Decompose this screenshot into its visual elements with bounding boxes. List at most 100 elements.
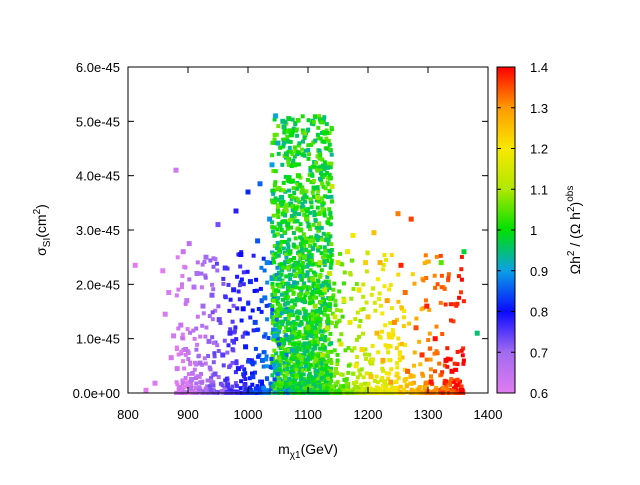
- cloud-point: [275, 246, 279, 251]
- cloud-point: [313, 373, 318, 378]
- cloud-point: [418, 362, 423, 367]
- cloud-point: [272, 233, 277, 238]
- scatter-point: [173, 167, 179, 173]
- cloud-point: [317, 212, 322, 216]
- cloud-point: [288, 341, 292, 346]
- cloud-point: [282, 330, 287, 334]
- cloud-point: [359, 383, 364, 388]
- cloud-point: [248, 315, 253, 320]
- cloud-point: [270, 220, 275, 225]
- cloud-point: [308, 268, 313, 273]
- cloud-point: [271, 354, 276, 359]
- scatter-point: [304, 216, 310, 222]
- cloud-point: [316, 311, 320, 316]
- cloud-point: [194, 326, 199, 331]
- cloud-point: [307, 371, 312, 376]
- cloud-point: [211, 264, 216, 269]
- cloud-point: [326, 376, 331, 381]
- cloud-point: [301, 346, 306, 351]
- cloud-point: [325, 359, 330, 364]
- cloud-point: [292, 263, 297, 268]
- cloud-point: [273, 323, 278, 328]
- cloud-point: [324, 136, 329, 141]
- cloud-point: [448, 357, 453, 362]
- cloud-point: [294, 355, 299, 360]
- cloud-point: [329, 366, 334, 371]
- cloud-point: [321, 130, 326, 135]
- cloud-point: [384, 383, 389, 388]
- cloud-point: [180, 378, 185, 383]
- scatter-point: [454, 382, 460, 388]
- cloud-point: [253, 346, 258, 351]
- cloud-point: [276, 374, 281, 379]
- cloud-point: [291, 231, 296, 235]
- cloud-point: [239, 379, 244, 384]
- cloud-point: [385, 345, 390, 350]
- cloud-point: [258, 286, 263, 291]
- cloud-point: [289, 334, 294, 339]
- cloud-point: [294, 298, 299, 303]
- cloud-point: [234, 337, 239, 342]
- cloud-point: [299, 277, 304, 282]
- cloud-point: [176, 352, 181, 357]
- cloud-point: [281, 188, 286, 193]
- cloud-point: [367, 352, 372, 357]
- cloud-point: [212, 351, 217, 356]
- cloud-point: [211, 360, 216, 365]
- cloud-point: [361, 331, 365, 336]
- cloud-point: [307, 260, 312, 265]
- cloud-point: [312, 194, 316, 199]
- scatter-point: [371, 230, 377, 236]
- cloud-point: [308, 168, 313, 173]
- scatter-point: [365, 314, 371, 320]
- cloud-point: [382, 389, 387, 394]
- cloud-point: [455, 377, 460, 382]
- cloud-point: [325, 165, 330, 170]
- cloud-point: [285, 226, 290, 231]
- cloud-point: [297, 212, 301, 217]
- cloud-point: [389, 306, 394, 311]
- cloud-point: [233, 325, 238, 330]
- cloud-point: [290, 284, 295, 288]
- scatter-point: [327, 271, 333, 276]
- cloud-point: [279, 272, 284, 277]
- cloud-point: [285, 367, 290, 371]
- cloud-point: [325, 319, 330, 324]
- cloud-point: [332, 373, 336, 378]
- cloud-point: [204, 325, 209, 330]
- scatter-point: [305, 325, 311, 331]
- cloud-point: [461, 361, 466, 366]
- cloud-point: [271, 384, 275, 389]
- cloud-point: [318, 322, 323, 327]
- scatter-point: [227, 330, 233, 336]
- cloud-point: [251, 253, 256, 258]
- cloud-point: [286, 175, 291, 180]
- cloud-point: [259, 265, 264, 270]
- cloud-point: [304, 209, 309, 214]
- cloud-point: [281, 388, 286, 393]
- cloud-point: [318, 390, 323, 394]
- cloud-point: [369, 292, 374, 297]
- cloud-point: [326, 232, 331, 236]
- cloud-point: [289, 312, 293, 317]
- cloud-point: [210, 310, 215, 315]
- cloud-point: [294, 271, 299, 276]
- cloud-point: [242, 367, 247, 372]
- cloud-point: [368, 359, 372, 364]
- cloud-point: [455, 301, 460, 306]
- cloud-point: [297, 374, 302, 379]
- cloud-point: [311, 238, 316, 243]
- cloud-point: [271, 363, 276, 368]
- cloud-point: [322, 115, 327, 120]
- cloud-point: [318, 346, 323, 351]
- scatter-point: [395, 211, 401, 217]
- cloud-point: [285, 241, 290, 246]
- cloud-point: [306, 118, 311, 123]
- cloud-point: [286, 179, 291, 184]
- cloud-point: [195, 314, 200, 319]
- cloud-point: [289, 321, 294, 326]
- cloud-point: [404, 390, 409, 395]
- cloud-point: [293, 120, 298, 125]
- cloud-point: [219, 389, 224, 394]
- cloud-point: [323, 337, 328, 342]
